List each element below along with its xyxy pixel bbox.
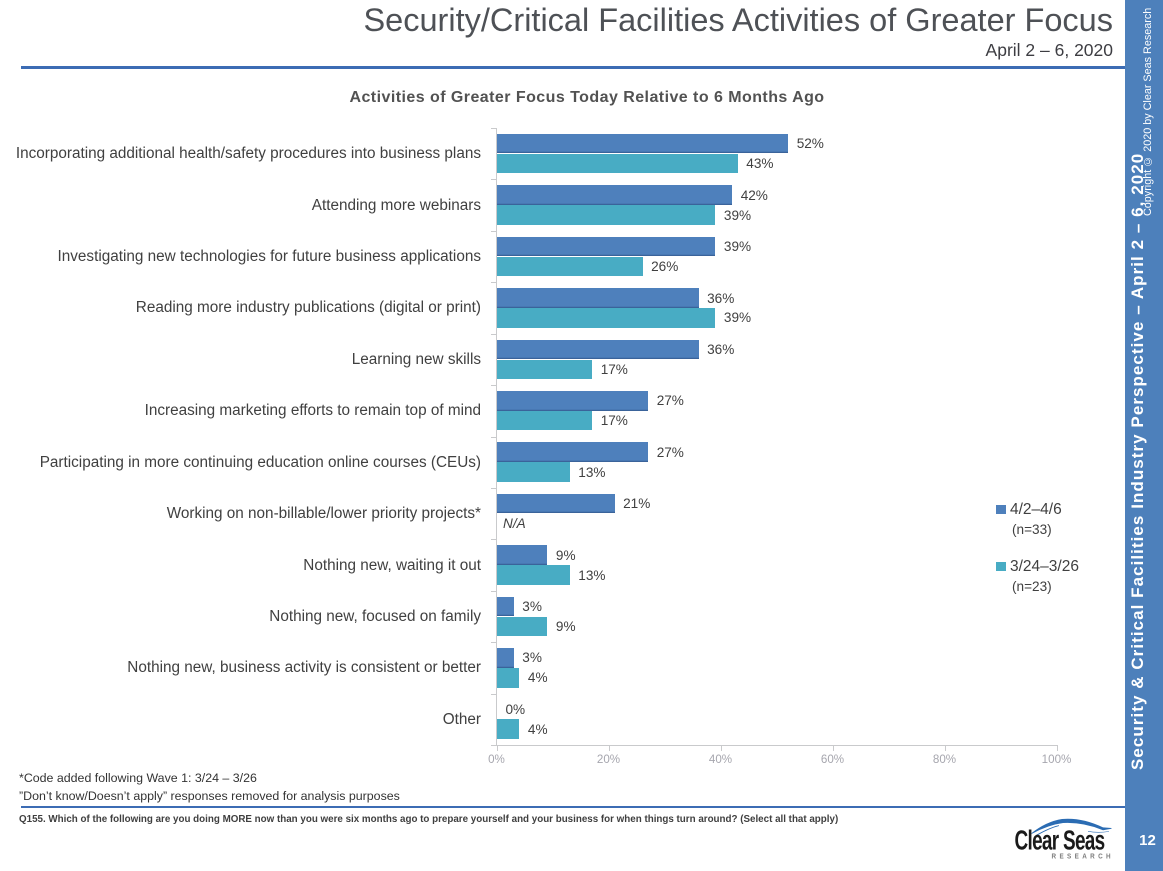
svg-text:Clear Seas: Clear Seas bbox=[1015, 825, 1105, 856]
svg-text:RESEARCH: RESEARCH bbox=[1052, 852, 1115, 861]
